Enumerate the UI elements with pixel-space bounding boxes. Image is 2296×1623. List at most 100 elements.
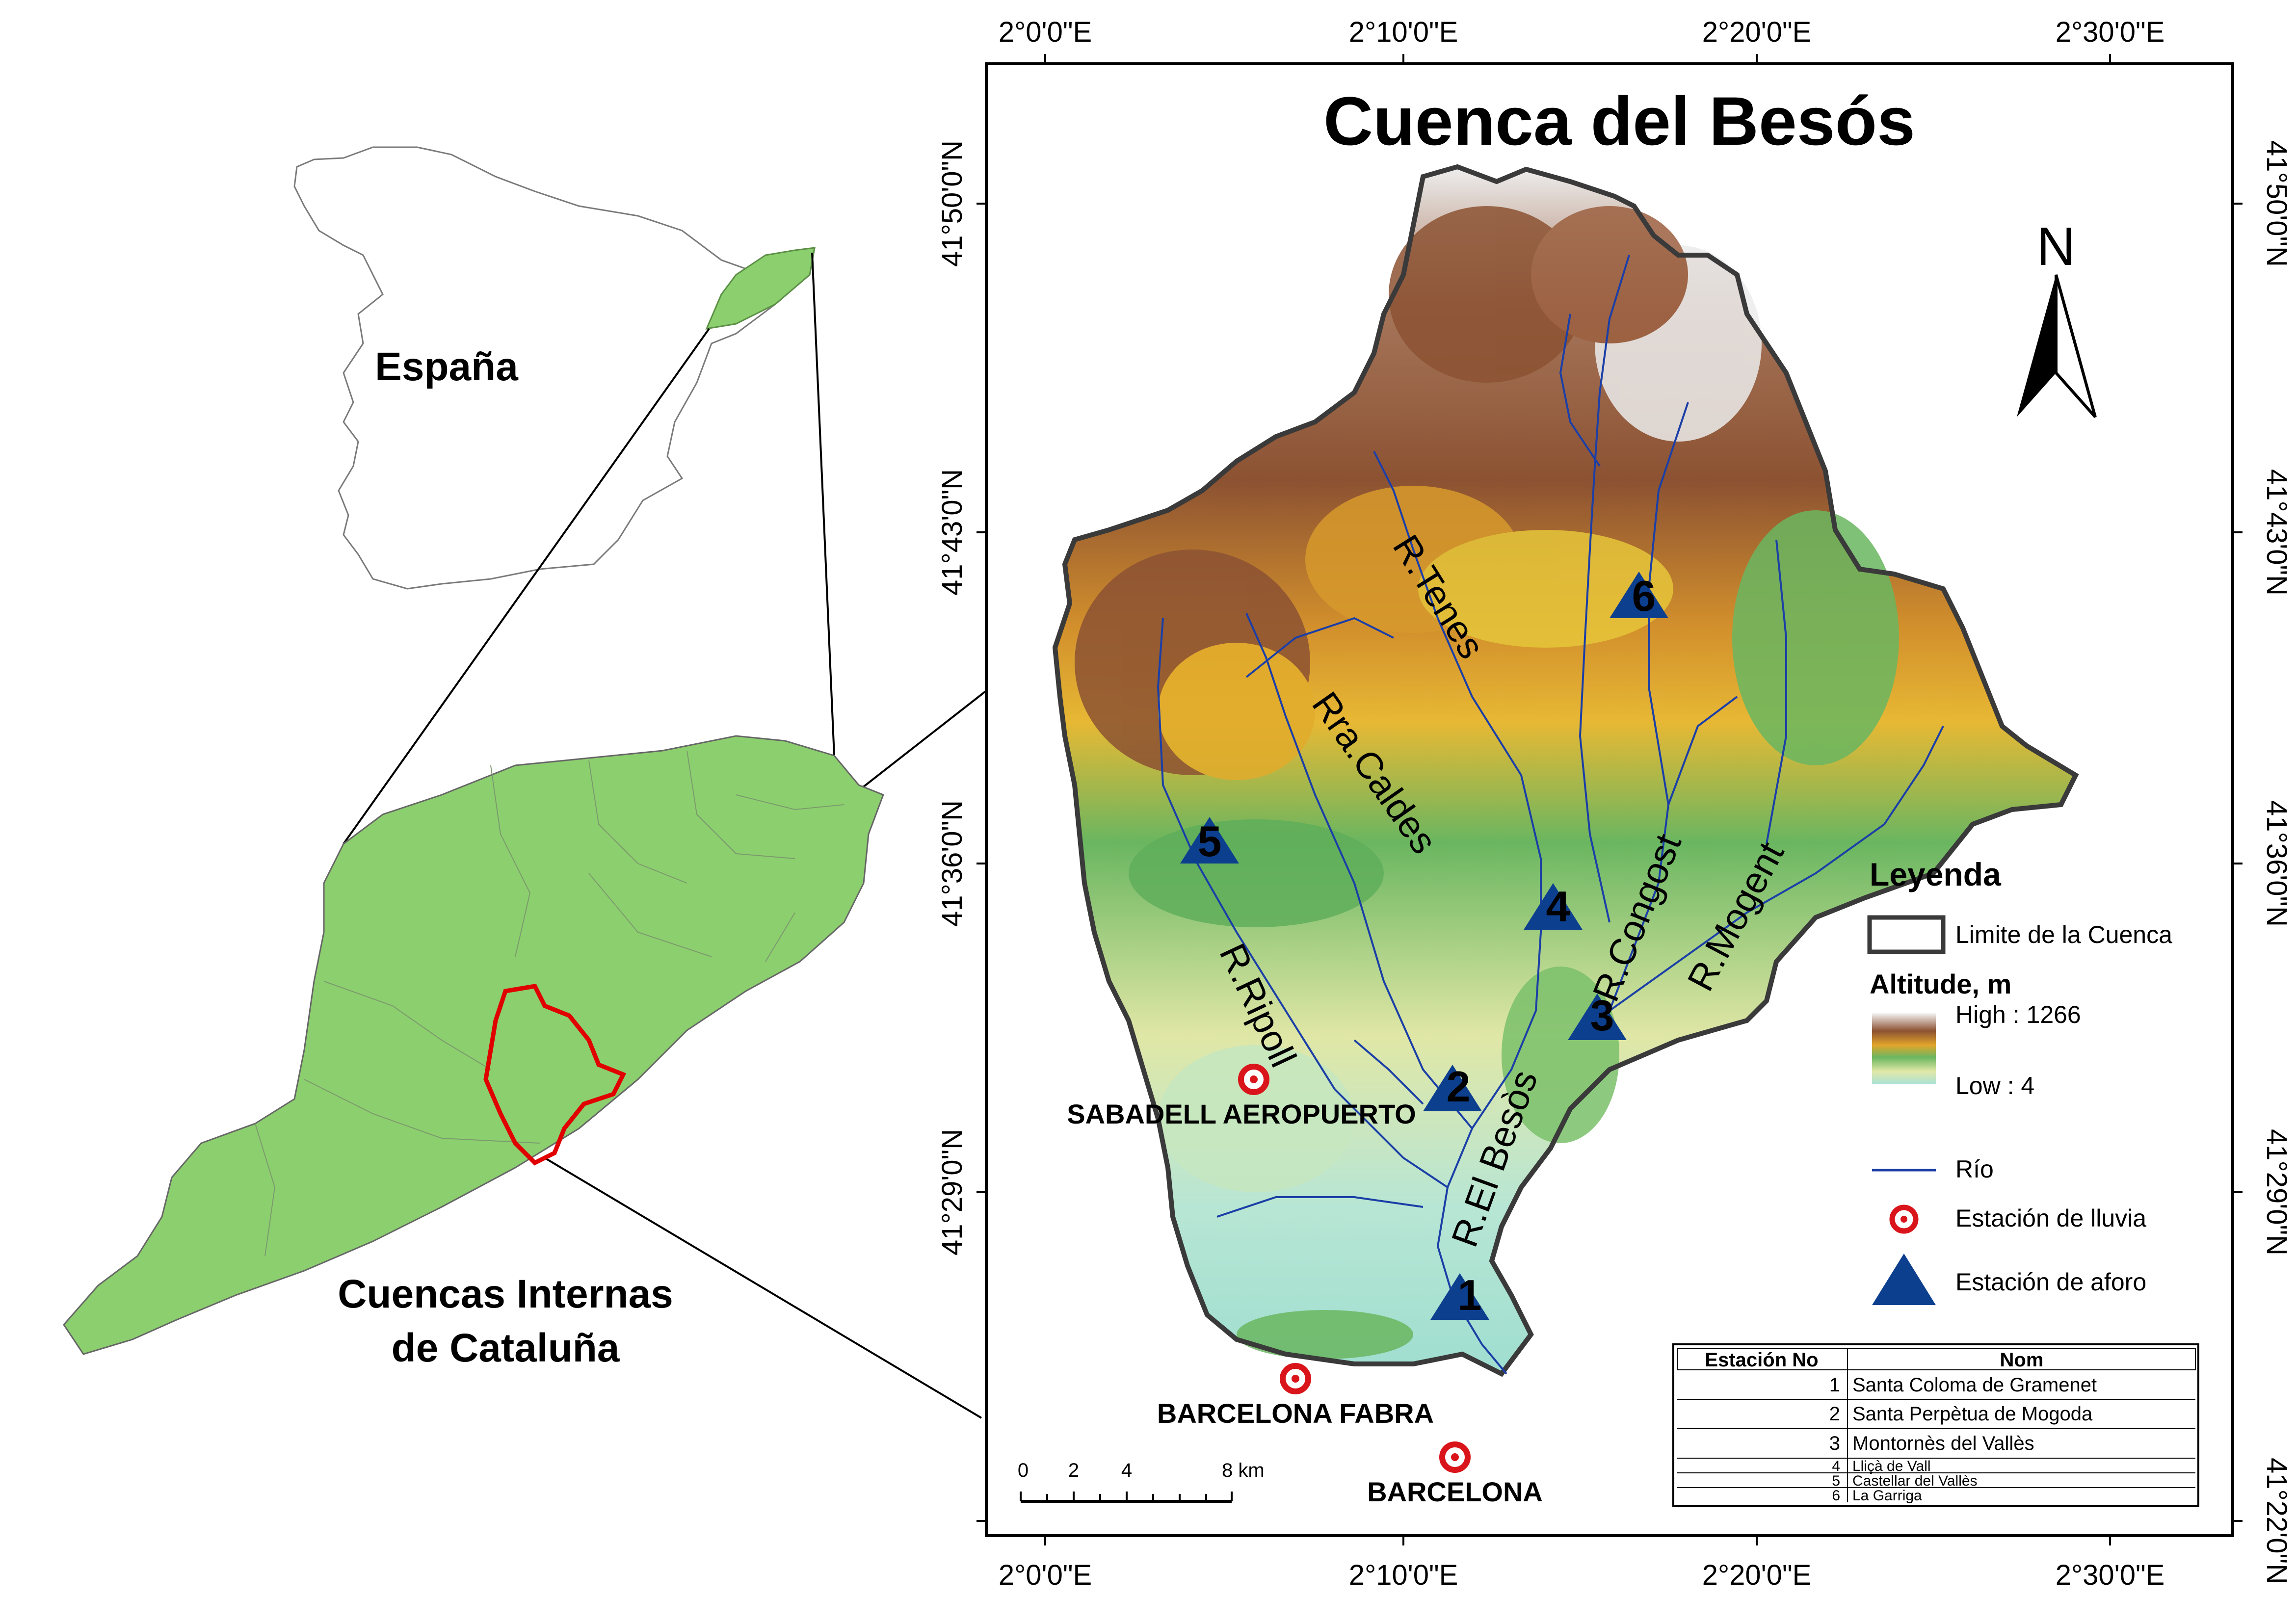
table-cell-nom: La Garriga: [1852, 1488, 1922, 1504]
scale-label-2: 2: [1068, 1460, 1079, 1481]
scale-label-8: 8 km: [1222, 1460, 1265, 1481]
lon-tick-top-3: 2°20'0"E: [1702, 16, 1812, 48]
gauge-station-1: 1: [1430, 1271, 1489, 1320]
lat-tick-right-5: 41°22'0"N: [2261, 1458, 2293, 1584]
gauge-triangle: [1610, 572, 1668, 618]
table-border: [1672, 1343, 2199, 1507]
table-cell-no: 4: [1832, 1458, 1840, 1474]
catalonia-inset: Cuencas Internas de Cataluña: [63, 735, 884, 1370]
table-cell-no: 2: [1829, 1403, 1840, 1425]
relief-patches: [1075, 206, 1899, 1359]
table-cell-no: 6: [1832, 1488, 1840, 1504]
station-table: Estación No Nom 1 Santa Coloma de Gramen…: [1672, 1343, 2199, 1507]
table-row: 2 Santa Perpètua de Mogoda: [1829, 1403, 2093, 1425]
table-rows: [1677, 1399, 2195, 1488]
gauge-triangle: [1430, 1273, 1489, 1320]
river-trib-6: [1245, 617, 1394, 678]
table-header-row: [1677, 1348, 2196, 1370]
rain-label-barcelona: BARCELONA: [1367, 1476, 1543, 1507]
besos-basin-inset-outline: [483, 984, 627, 1166]
rain-station-fabra: BARCELONA FABRA: [1157, 1363, 1434, 1429]
catalonia-shape: [63, 735, 884, 1355]
lon-tick-bottom-4: 2°30'0"E: [2056, 1559, 2165, 1591]
river-trib-7: [1559, 314, 1601, 467]
table-cell-nom: Santa Coloma de Gramenet: [1852, 1374, 2097, 1396]
table-row: 4 Lliçà de Vall: [1832, 1458, 1930, 1474]
river-ripoll: [1157, 618, 1449, 1188]
lon-tick-bottom-2: 2°10'0"E: [1349, 1559, 1458, 1591]
legend-altitude-ramp: [1872, 1013, 1936, 1084]
catalonia-label-line1: Cuencas Internas: [338, 1272, 673, 1316]
lat-tick-right-4: 41°29'0"N: [2261, 1129, 2293, 1256]
legend-limit-swatch: [1867, 915, 1946, 954]
river-trib-2: [1766, 539, 1787, 844]
scale-bar-ticks: [1020, 1492, 1233, 1501]
north-arrow-right: [2055, 274, 2097, 418]
table-cell-nom: Santa Perpètua de Mogoda: [1852, 1403, 2093, 1425]
river-trib-5: [1216, 1196, 1424, 1218]
gauge-number: 3: [1590, 991, 1614, 1040]
gauge-number: 2: [1447, 1062, 1471, 1111]
gauge-station-3: 3: [1568, 991, 1627, 1040]
scale-label-0: 0: [1018, 1460, 1029, 1481]
table-row: 6 La Garriga: [1832, 1488, 1922, 1504]
lon-tick-top-1: 2°0'0"E: [999, 16, 1092, 48]
river-trib-4: [1353, 1039, 1424, 1105]
internal-basin-boundaries: [255, 750, 845, 1257]
table-cell-nom: Lliçà de Vall: [1852, 1458, 1931, 1474]
lat-tick-right-1: 41°50'0"N: [2261, 140, 2293, 267]
scale-label-4: 4: [1121, 1460, 1132, 1481]
lat-tick-left-1: 41°50'0"N: [936, 140, 968, 267]
rain-label-fabra: BARCELONA FABRA: [1157, 1398, 1434, 1429]
main-map: 2°0'0"E 2°10'0"E 2°20'0"E 2°30'0"E 2°0'0…: [936, 16, 2293, 1591]
catalonia-label-line2: de Cataluña: [392, 1326, 620, 1370]
gauge-station-2: 2: [1423, 1062, 1482, 1111]
legend-river-label: Río: [1955, 1155, 1994, 1183]
legend-altitude-title: Altitude, m: [1870, 969, 2011, 999]
scale-bar: 0 2 4 8 km: [1018, 1460, 1265, 1503]
river-mogent: [1609, 726, 1944, 1012]
gauge-station-4: 4: [1524, 882, 1583, 931]
lon-tick-bottom-3: 2°20'0"E: [1702, 1559, 1812, 1591]
lat-tick-right-3: 41°36'0"N: [2261, 800, 2293, 927]
table-cell-no: 3: [1829, 1433, 1840, 1454]
rain-label-sabadell: SABADELL AEROPUERTO: [1067, 1099, 1416, 1129]
spain-outline: [293, 146, 816, 590]
table-cell-nom: Castellar del Vallès: [1852, 1473, 1978, 1489]
gauge-triangle: [1524, 883, 1583, 930]
river-congost: [1579, 255, 1630, 923]
gauge-number: 4: [1546, 882, 1570, 931]
river-caldes: [1245, 613, 1473, 1129]
lat-tick-left-2: 41°43'0"N: [936, 469, 968, 596]
table-cell-nom: Montornès del Vallès: [1852, 1433, 2034, 1454]
table-row: 5 Castellar del Vallès: [1832, 1473, 1977, 1489]
rain-marker-center: [1250, 1075, 1258, 1083]
spain-inset: España: [293, 146, 816, 590]
table-cell-no: 5: [1832, 1473, 1840, 1489]
lat-tick-left-3: 41°36'0"N: [936, 800, 968, 927]
gauge-number: 1: [1458, 1271, 1482, 1319]
gauge-number: 6: [1632, 572, 1656, 620]
legend-high-label: High : 1266: [1955, 1001, 2081, 1028]
table-row: 3 Montornès del Vallès: [1829, 1433, 2034, 1454]
basin-boundary: [1052, 164, 2079, 1377]
rain-station-sabadell: SABADELL AEROPUERTO: [1067, 1064, 1416, 1129]
legend-title: Leyenda: [1870, 856, 2002, 892]
map-title: Cuenca del Besós: [1323, 82, 1915, 159]
gauge-triangle: [1568, 994, 1627, 1040]
gauge-station-6: 6: [1610, 572, 1668, 620]
lat-tick-left-4: 41°29'0"N: [936, 1129, 968, 1256]
lon-tick-top-2: 2°10'0"E: [1349, 16, 1458, 48]
basin-relief: [1052, 164, 2079, 1377]
table-cell-no: 1: [1829, 1374, 1840, 1396]
river-besos: [1436, 1010, 1537, 1375]
table-header-no: Estación No: [1705, 1349, 1818, 1371]
graticule-ticks: [976, 54, 2243, 1545]
rain-marker-center: [1292, 1375, 1299, 1383]
gauge-number: 5: [1198, 817, 1222, 865]
table-header-nom: Nom: [2000, 1349, 2044, 1371]
spain-label: España: [375, 344, 519, 389]
lon-tick-bottom-1: 2°0'0"E: [999, 1559, 1092, 1591]
gauge-triangle: [1423, 1065, 1482, 1111]
